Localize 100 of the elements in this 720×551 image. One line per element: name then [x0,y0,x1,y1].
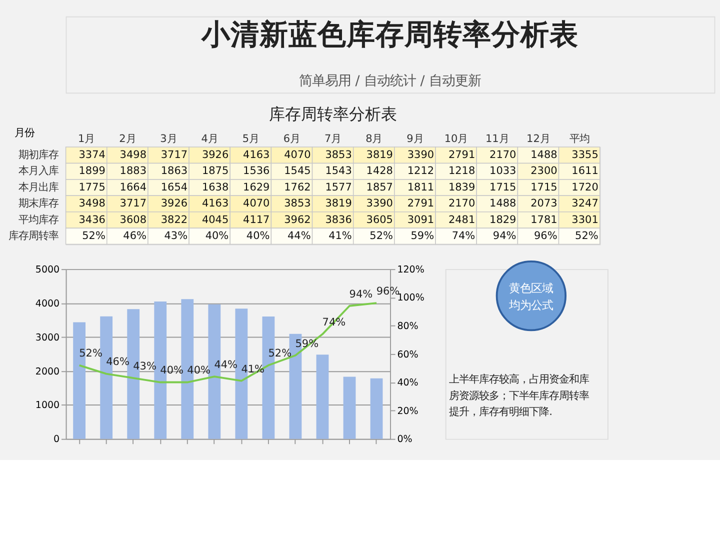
data-label: 1212 [407,165,434,178]
data-label: 96% [534,230,558,242]
data-label: 1654 [160,181,188,194]
data-label: 3608 [120,214,146,226]
data-label: 1488 [490,198,516,210]
data-label: 4070 [284,149,311,161]
data-label: 3247 [572,198,598,210]
data-label: 3926 [160,198,188,210]
data-label: 3390 [407,149,434,161]
data-label: 2791 [407,198,434,210]
x-tick-label: 2月 [119,132,136,145]
data-label: 3853 [325,149,352,161]
data-label: 3962 [284,214,311,226]
data-label: 3717 [160,149,188,161]
data-label: 4117 [243,214,270,226]
data-label: 3091 [407,214,434,226]
data-label: 1218 [448,165,476,178]
data-label: 40% [246,230,270,242]
data-label: 1781 [530,214,558,226]
data-label: 1488 [530,149,558,161]
data-label: 1875 [202,165,229,178]
data-label: 43% [133,360,156,372]
y-tick-label: 本月入库 [18,165,59,178]
y-tick-label: 5000 [35,264,60,276]
data-label: 52% [82,230,106,242]
data-label: 1545 [284,165,311,178]
x-tick-label: 10月 [444,132,468,145]
data-label: 2170 [490,149,516,161]
y2-tick-label: 0% [397,434,412,446]
data-label: 3436 [78,214,106,226]
y-tick-label: 平均库存 [18,214,59,226]
data-label: 1715 [490,181,516,194]
data-label: 1428 [366,165,393,178]
data-label: 59% [410,230,434,242]
y-tick-label: 期末库存 [18,198,59,210]
data-label: 2300 [530,165,558,178]
text: 小清新蓝色库存周转率分析表 [200,17,579,52]
y-axis-title: 月份 [14,127,34,140]
x-tick-label: 5月 [242,132,259,145]
data-label: 1629 [243,181,270,194]
x-tick-label: 4月 [201,132,218,145]
data-label: 1033 [490,165,516,178]
data-label: 1543 [325,165,352,178]
data-label: 3836 [325,214,352,226]
data-label: 2170 [448,198,476,210]
data-label: 46% [106,356,130,368]
data-label: 1611 [572,165,598,178]
x-tick-label: 12月 [526,132,550,145]
data-label: 3926 [202,149,229,161]
y-tick-label: 本月出库 [18,181,59,194]
data-label: 96% [376,285,400,298]
y2-tick-label: 60% [397,349,418,360]
data-label: 41% [328,230,352,242]
data-label: 40% [205,230,229,242]
y-tick-label: 2000 [35,366,60,378]
x-tick-label: 3月 [160,132,177,145]
data-label: 1863 [160,165,188,178]
data-label: 1664 [120,181,147,194]
data-label: 1762 [284,181,311,194]
data-label: 4070 [243,198,270,210]
data-label: 44% [288,230,311,242]
bar [370,378,383,439]
y-tick-label: 期初库存 [18,149,59,161]
data-label: 3853 [284,198,311,210]
data-label: 3822 [160,214,188,226]
y2-tick-label: 20% [397,406,418,417]
y2-tick-label: 40% [397,378,418,389]
data-label: 4163 [243,149,270,161]
y2-tick-label: 120% [397,264,424,276]
data-label: 3390 [366,198,393,210]
x-tick-label: 8月 [366,132,382,145]
data-label: 52% [575,230,598,242]
x-tick-label: 9月 [406,132,424,145]
data-label: 3498 [120,149,146,161]
data-label: 1899 [78,165,106,178]
data-label: 3498 [78,198,106,210]
data-label: 1536 [243,165,270,178]
y-tick-label: 库存周转率 [8,230,59,242]
data-label: 52% [79,348,102,360]
text: 上半年库存较高，占用资金和库房资源较多；下半年库存周转率提升，库存有明细下降. [449,374,590,418]
data-label: 52% [268,348,292,360]
x-tick-label: 1月 [78,132,95,145]
data-label: 74% [452,230,476,242]
y-tick-label: 1000 [35,400,60,412]
data-label: 1857 [366,181,393,194]
data-label: 94% [492,230,516,242]
data-label: 1720 [572,181,598,194]
data-label: 1883 [120,165,146,178]
data-label: 4163 [202,198,229,210]
y-tick-label: 3000 [35,332,60,344]
data-label: 3717 [120,198,146,210]
data-label: 40% [187,364,211,377]
data-label: 3819 [325,198,352,210]
line-series [78,302,378,384]
data-label: 1577 [325,181,352,194]
data-label: 3355 [572,149,598,161]
data-label: 46% [123,230,147,242]
data-label: 1638 [202,181,229,194]
y2-tick-label: 80% [397,321,418,332]
data-label: 4045 [202,214,229,226]
